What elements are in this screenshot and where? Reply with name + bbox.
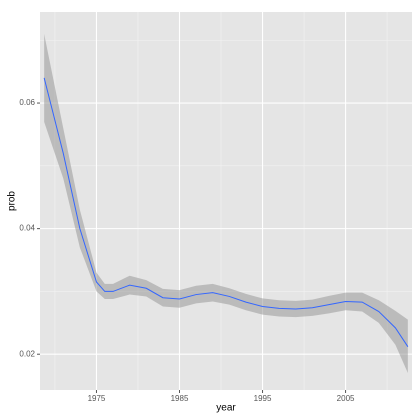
y-tick-label: 0.06 bbox=[19, 98, 35, 107]
x-tick-label: 1985 bbox=[171, 394, 189, 403]
smooth-line bbox=[43, 77, 409, 347]
x-tick-label: 1975 bbox=[88, 394, 106, 403]
x-tick-label: 2005 bbox=[337, 394, 355, 403]
y-tick-label: 0.04 bbox=[19, 224, 35, 233]
confidence-band bbox=[44, 33, 408, 374]
x-tick-label: 1995 bbox=[254, 394, 272, 403]
y-axis-label: prob bbox=[7, 191, 18, 211]
y-tick-label: 0.02 bbox=[19, 349, 35, 358]
panel bbox=[40, 12, 412, 390]
x-axis-label: year bbox=[216, 403, 236, 414]
